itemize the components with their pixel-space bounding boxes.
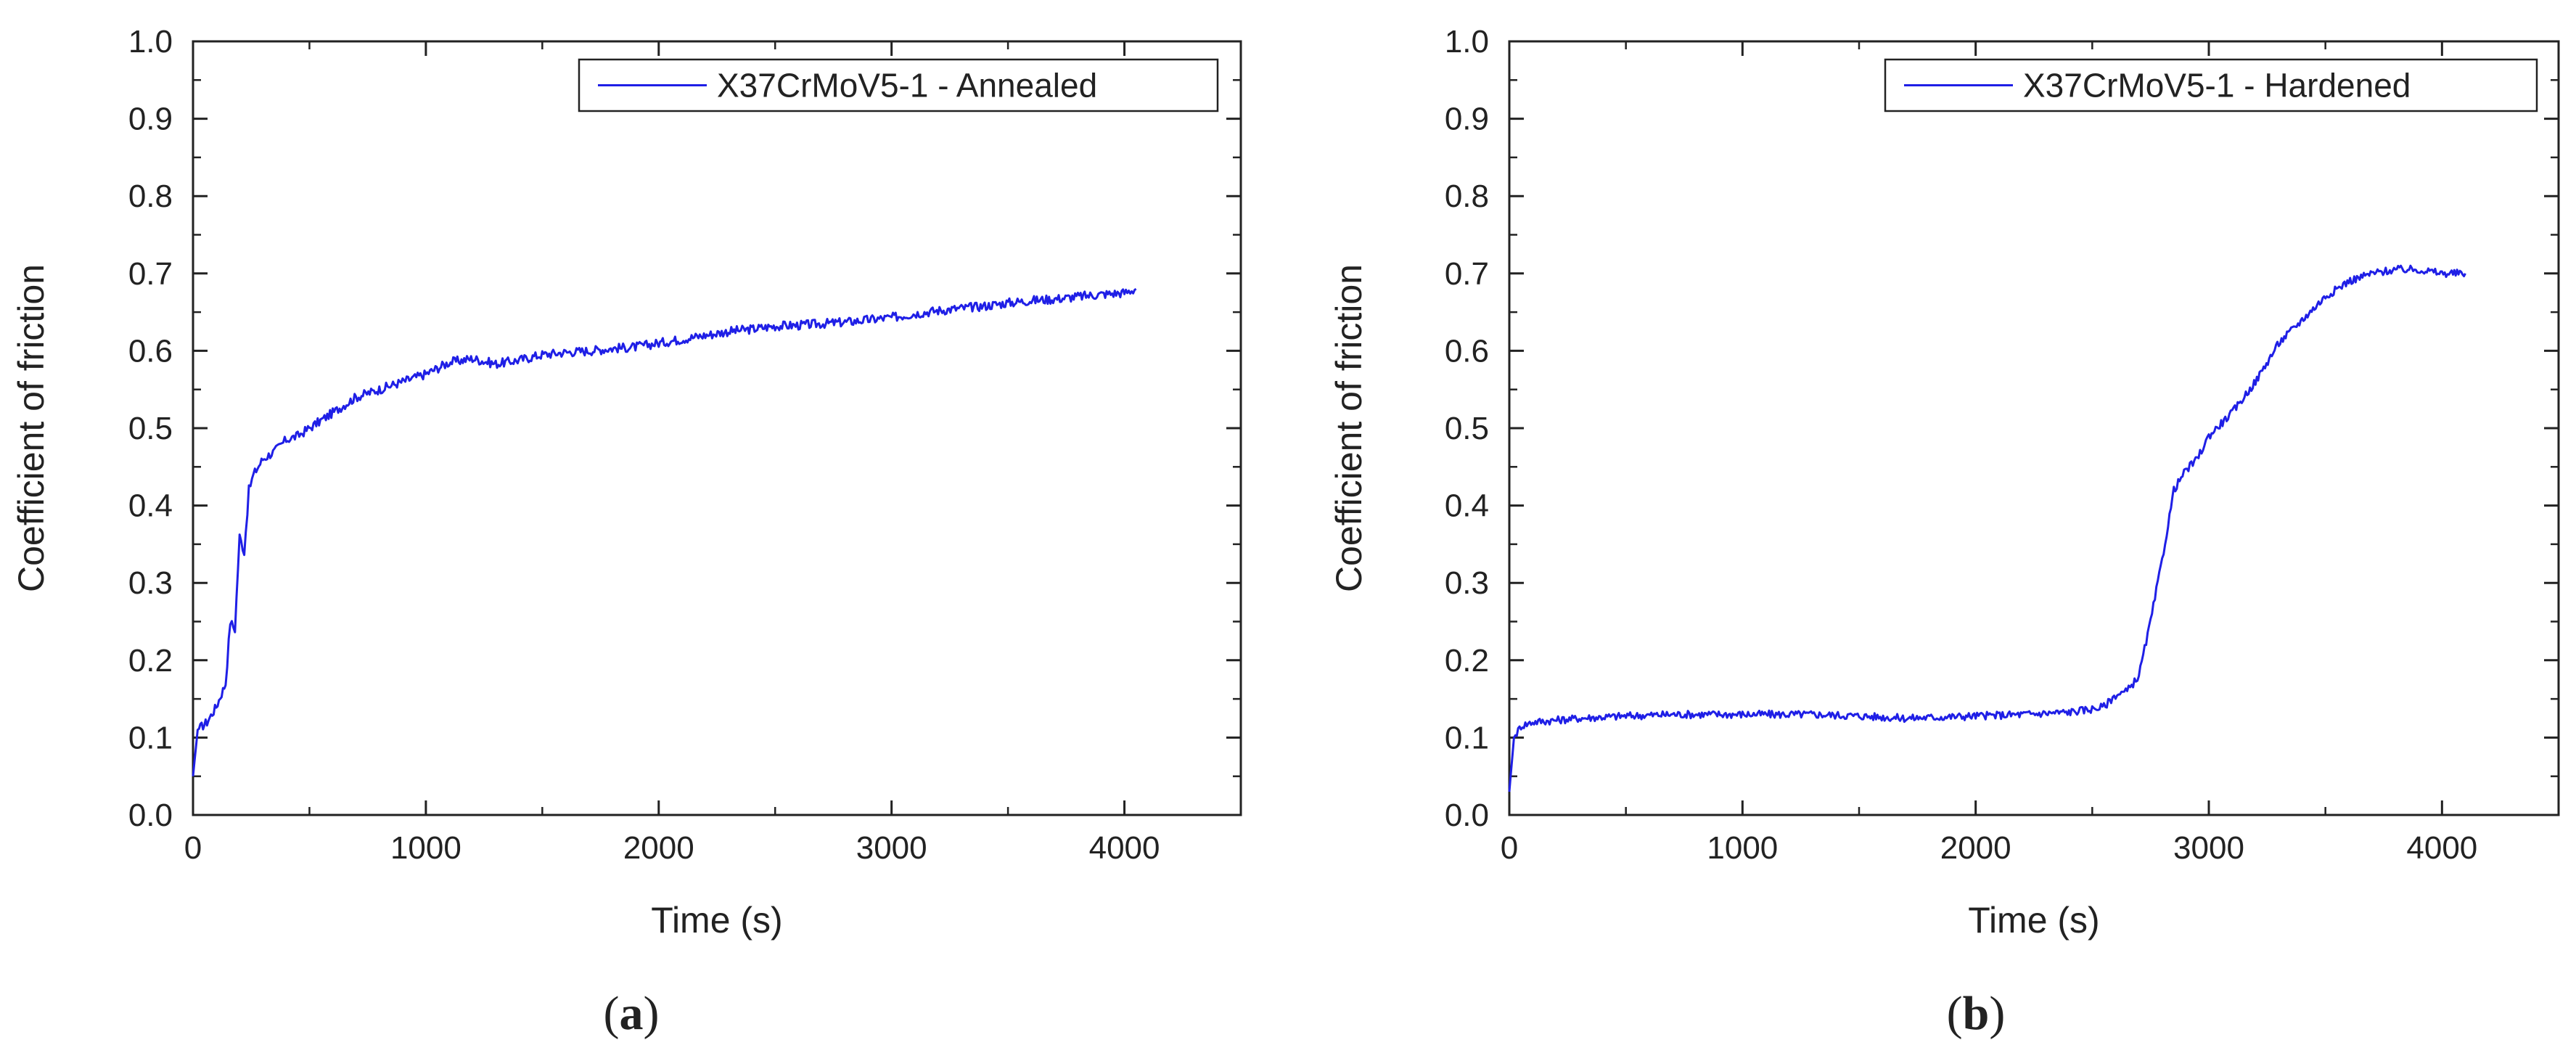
y-tick-label: 0.7 — [1445, 256, 1489, 292]
y-tick-label: 0.6 — [1445, 333, 1489, 369]
plot-frame — [1508, 40, 2560, 816]
x-tick-label: 2000 — [1940, 830, 2011, 866]
y-tick-label: 1.0 — [128, 24, 173, 60]
series-line — [1508, 264, 2466, 792]
x-tick-label: 1000 — [390, 830, 462, 866]
x-tick-label: 3000 — [2173, 830, 2244, 866]
x-tick-label: 4000 — [2406, 830, 2477, 866]
series-line — [192, 287, 1137, 777]
x-tick-label: 0 — [184, 830, 202, 866]
x-tick-label: 2000 — [623, 830, 694, 866]
x-axis-title: Time (s) — [651, 900, 782, 941]
y-tick-label: 0.8 — [1445, 179, 1489, 214]
plot-frame — [192, 40, 1242, 816]
x-tick-label: 4000 — [1089, 830, 1160, 866]
y-tick-label: 0.6 — [128, 333, 173, 369]
y-axis-title: Coefficient of friction — [1329, 264, 1369, 592]
chart-panel-a: 0.0 0.1 0.2 0.3 0.4 0.5 0.6 0.7 0.8 0.9 1.0 0 1000 20… — [11, 24, 1242, 1040]
y-tick-label: 0.2 — [128, 643, 173, 679]
y-tick-label: 0.7 — [128, 256, 173, 292]
y-tick-label: 0.9 — [1445, 102, 1489, 137]
y-tick-label: 0.0 — [1445, 798, 1489, 833]
x-tick-label: 3000 — [856, 830, 927, 866]
y-tick-label: 0.4 — [1445, 488, 1489, 524]
x-tick-label: 0 — [1501, 830, 1518, 866]
y-tick-label: 0.4 — [128, 488, 173, 524]
panel-label: (b) — [1947, 987, 2006, 1040]
x-tick-label: 1000 — [1707, 830, 1778, 866]
y-tick-label: 0.3 — [128, 565, 173, 601]
x-axis-title: Time (s) — [1968, 900, 2099, 941]
y-axis-title: Coefficient of friction — [11, 264, 52, 592]
y-tick-label: 1.0 — [1445, 24, 1489, 60]
y-tick-label: 0.2 — [1445, 643, 1489, 679]
panel-label: (a) — [604, 987, 660, 1040]
y-tick-label: 0.0 — [128, 798, 173, 833]
y-tick-label: 0.3 — [1445, 565, 1489, 601]
y-tick-label: 0.8 — [128, 179, 173, 214]
y-tick-label: 0.1 — [128, 720, 173, 755]
y-tick-label: 0.9 — [128, 102, 173, 137]
legend-label: X37CrMoV5-1 - Annealed — [717, 67, 1097, 105]
legend-label: X37CrMoV5-1 - Hardened — [2023, 67, 2411, 105]
y-tick-label: 0.5 — [1445, 411, 1489, 446]
chart-panel-b: 0.0 0.1 0.2 0.3 0.4 0.5 0.6 0.7 0.8 0.9 1.0 0 1000 20… — [1329, 24, 2560, 1040]
y-tick-label: 0.5 — [128, 411, 173, 446]
y-tick-label: 0.1 — [1445, 720, 1489, 755]
